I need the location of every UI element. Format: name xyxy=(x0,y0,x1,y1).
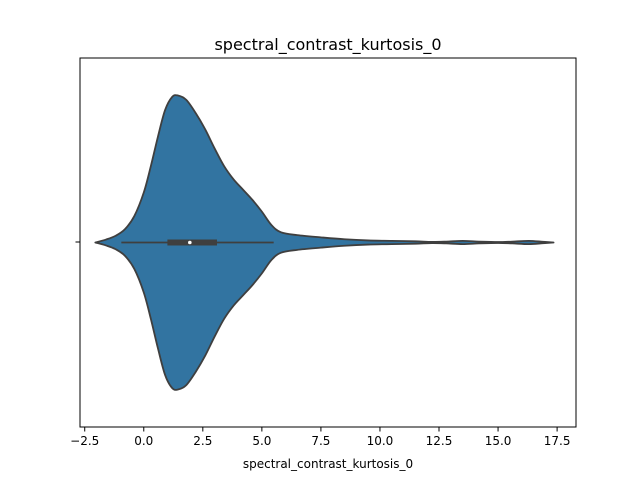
violin-body xyxy=(94,94,555,391)
x-tick-label: −2.5 xyxy=(70,434,99,448)
x-tick-label: 2.5 xyxy=(193,434,212,448)
violin-iqr-box xyxy=(167,239,217,246)
violin-median-point xyxy=(188,240,192,245)
chart-title: spectral_contrast_kurtosis_0 xyxy=(214,35,441,55)
plot-area xyxy=(94,94,555,391)
x-tick-label: 10.0 xyxy=(367,434,394,448)
x-tick-label: 5.0 xyxy=(252,434,271,448)
x-tick-label: 15.0 xyxy=(485,434,512,448)
x-tick-label: 12.5 xyxy=(426,434,453,448)
x-axis: −2.5 0.0 2.5 5.0 7.5 10.0 12.5 15.0 17.5 xyxy=(70,427,570,448)
x-tick-label: 17.5 xyxy=(544,434,571,448)
x-axis-label: spectral_contrast_kurtosis_0 xyxy=(243,457,413,471)
x-tick-label: 0.0 xyxy=(134,434,153,448)
x-tick-label: 7.5 xyxy=(311,434,330,448)
